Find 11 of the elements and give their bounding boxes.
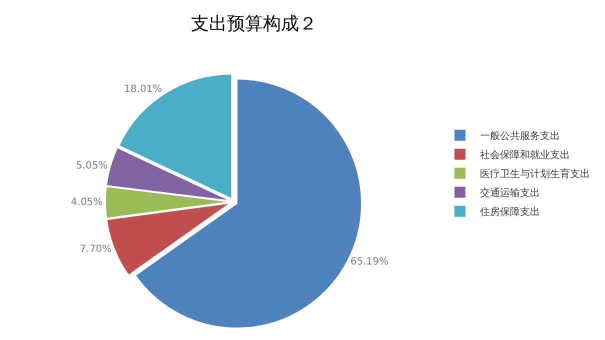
legend-label: 医疗卫生与计划生育支出 [480,168,590,180]
chart-title: 支出预算构成２ [191,14,318,35]
legend-label: 一般公共服务支出 [480,130,560,142]
data-label: 65.19% [350,256,388,268]
data-label: 5.05% [76,160,108,172]
legend-label: 住房保障支出 [480,206,540,218]
data-label: 7.70% [80,244,112,255]
legend-label: 社会保障和就业支出 [480,149,570,162]
legend-label: 交通运输支出 [480,187,540,200]
data-label: 4.05% [70,196,103,208]
data-label: 18.01% [124,84,162,96]
